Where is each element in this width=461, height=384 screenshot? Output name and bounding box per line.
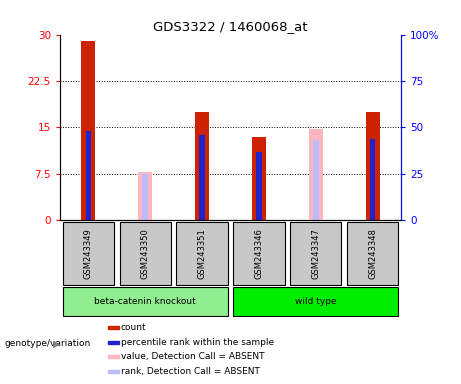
Bar [108,370,119,373]
Bar [233,287,398,316]
Bar [120,222,171,285]
Bar [63,222,114,285]
Text: GSM243346: GSM243346 [254,228,263,279]
Bar [252,137,266,220]
Bar [108,355,119,358]
Text: GSM243350: GSM243350 [141,228,150,279]
Text: percentile rank within the sample: percentile rank within the sample [121,338,274,347]
Bar [108,341,119,344]
Bar [195,112,209,220]
Bar [108,326,119,329]
Bar [177,222,228,285]
Bar [313,141,319,220]
Title: GDS3322 / 1460068_at: GDS3322 / 1460068_at [153,20,308,33]
Text: GSM243347: GSM243347 [311,228,320,279]
Text: ▶: ▶ [53,339,60,349]
Bar [347,222,398,285]
Text: value, Detection Call = ABSENT: value, Detection Call = ABSENT [121,352,264,361]
Text: GSM243349: GSM243349 [84,228,93,279]
Bar [138,172,152,220]
Bar [63,287,228,316]
Text: genotype/variation: genotype/variation [5,339,91,348]
Bar [256,152,262,220]
Text: rank, Detection Call = ABSENT: rank, Detection Call = ABSENT [121,367,260,376]
Text: GSM243348: GSM243348 [368,228,377,279]
Bar [142,174,148,220]
Text: wild type: wild type [295,297,337,306]
Bar [233,222,284,285]
Bar [370,139,375,220]
Text: GSM243351: GSM243351 [198,228,207,279]
Text: count: count [121,323,147,332]
Bar [366,112,380,220]
Bar [290,222,341,285]
Bar [199,135,205,220]
Bar [81,41,95,220]
Bar [86,131,91,220]
Text: beta-catenin knockout: beta-catenin knockout [95,297,196,306]
Bar [309,129,323,220]
